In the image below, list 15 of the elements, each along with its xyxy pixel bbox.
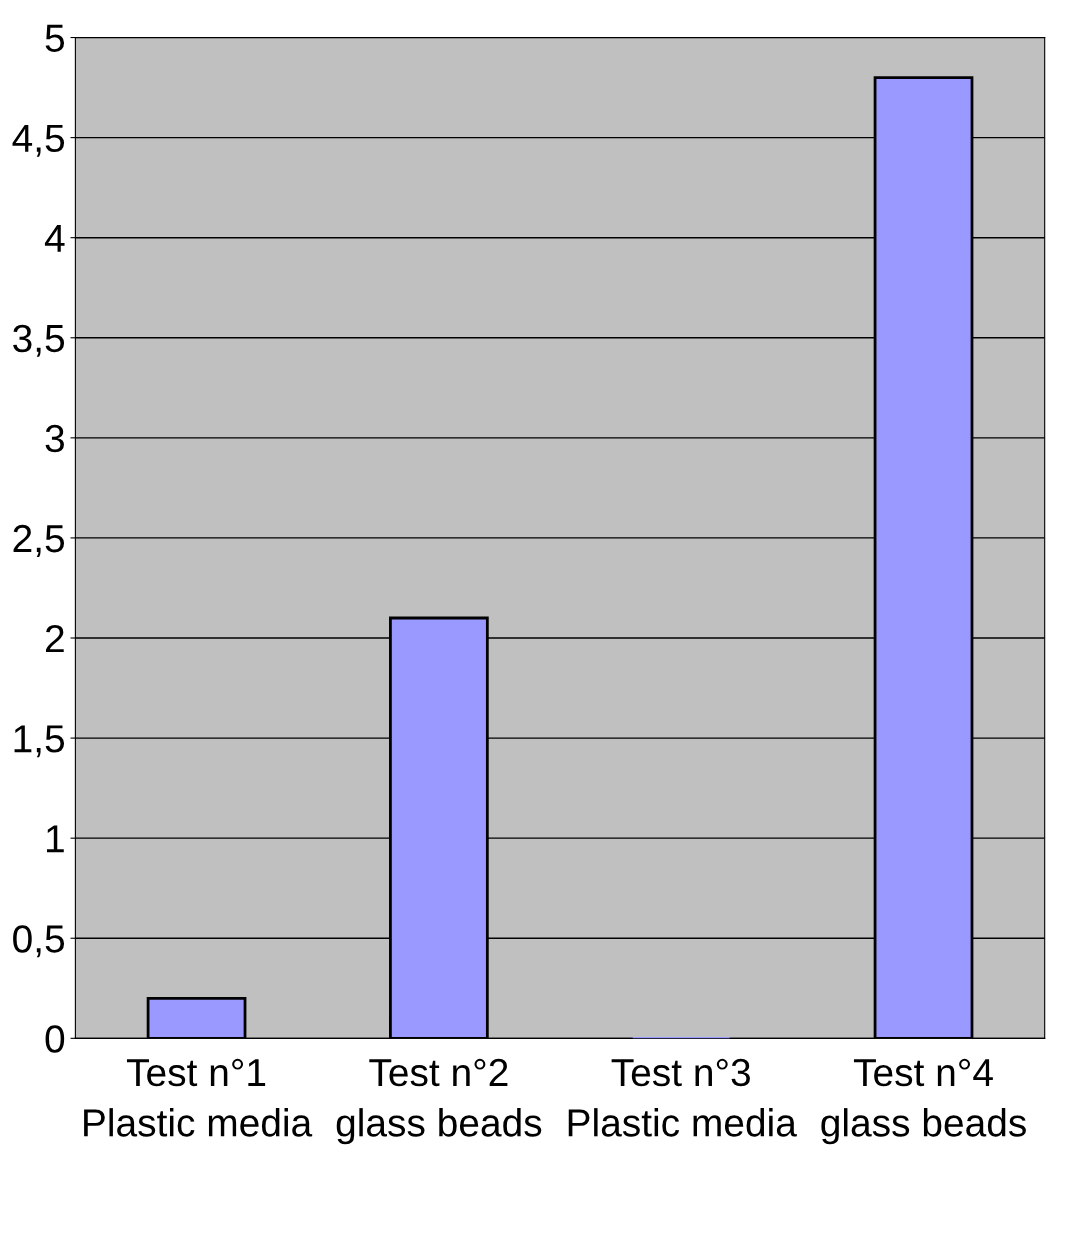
y-tick-label: 2 [46,624,64,653]
y-tick-label: 1,5 [14,725,65,758]
y-tick-label: 2,5 [13,524,65,557]
y-tick-label: 0,5 [13,925,65,958]
y-tick-label: 5 [45,24,65,52]
y-tick-label: 4 [44,225,65,252]
x-tick-label: Test n°4 glass beads [821,1058,1026,1145]
x-tick-label: Test n°1 Plastic media [84,1058,313,1137]
x-tick-label: Test n°2 glass beads [336,1058,542,1145]
y-tick-label: 1 [47,825,64,853]
x-tick-label: Test n°3 Plastic media [568,1058,797,1137]
y-tick-label: 4,5 [12,124,65,157]
y-tick-label: 0 [45,1025,65,1053]
y-tick-label: 3 [45,424,64,453]
y-tick-label: 3,5 [13,324,65,357]
